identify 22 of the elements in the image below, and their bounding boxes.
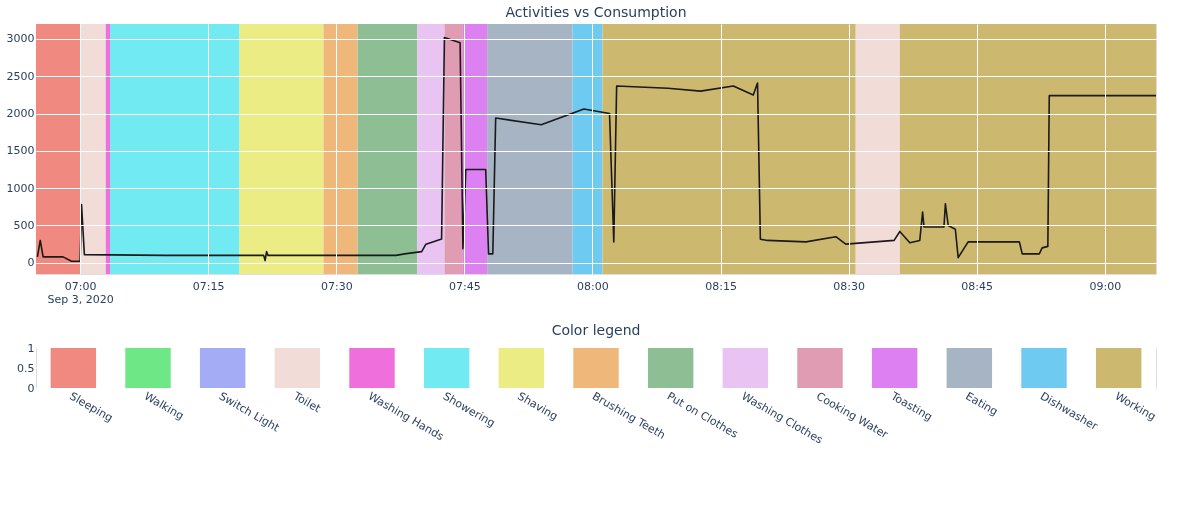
y-tick-label: 500 <box>13 218 35 232</box>
y-tick-label: 3000 <box>6 32 35 46</box>
y-tick-label: 1000 <box>6 181 35 195</box>
y-tick-label: 0 <box>27 381 35 395</box>
x-tick-label: 07:45 <box>449 279 481 293</box>
x-tick-label: 09:00 <box>1089 279 1122 293</box>
x-tick-label: 08:30 <box>833 279 865 293</box>
x-tick-label: 08:00 <box>577 279 609 293</box>
x-tick-label: 07:30 <box>320 279 353 293</box>
chart-title: Color legend <box>551 322 641 338</box>
x-tick-label: 08:45 <box>961 279 994 293</box>
y-tick-label: 0 <box>27 256 35 270</box>
y-tick-label: 2500 <box>6 69 35 83</box>
y-tick-label: 2000 <box>6 107 35 121</box>
x-tick-label: 08:15 <box>705 279 737 293</box>
y-tick-label: 1 <box>27 341 35 355</box>
x-tick-label: 07:00 Sep 3, 2020 <box>47 279 114 306</box>
line-series <box>36 36 1157 263</box>
chart-title: Activities vs Consumption <box>505 4 687 20</box>
x-tick-label: 07:15 <box>192 279 225 293</box>
y-tick-label: 0.5 <box>17 361 35 375</box>
y-tick-label: 1500 <box>6 144 35 158</box>
